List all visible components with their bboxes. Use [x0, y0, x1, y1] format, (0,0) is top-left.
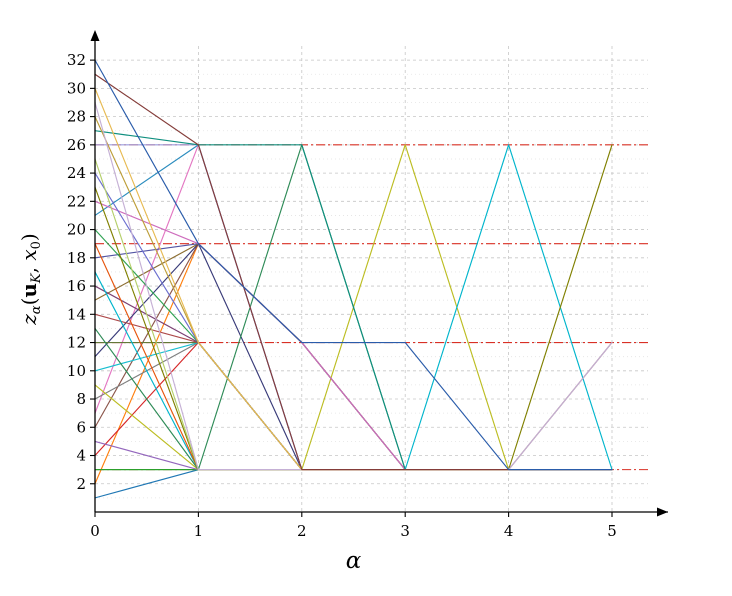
y-tick-label: 12 — [67, 334, 86, 352]
y-tick-label: 16 — [67, 277, 86, 295]
y-axis-label-part: u — [17, 283, 41, 298]
x-tick-label: 2 — [297, 522, 307, 540]
y-tick-label: 22 — [67, 192, 86, 210]
x-tick-label: 5 — [607, 522, 617, 540]
y-tick-label: 8 — [76, 390, 86, 408]
axis-labels: αzα(uK, x0) — [17, 233, 362, 574]
y-tick-label: 10 — [67, 362, 86, 380]
x-tick-label: 3 — [400, 522, 410, 540]
y-axis-arrow — [90, 30, 100, 41]
y-axis-label-part: K — [29, 272, 44, 284]
x-tick-label: 4 — [504, 522, 514, 540]
y-tick-label: 14 — [67, 305, 86, 323]
y-tick-label: 20 — [67, 221, 86, 239]
series-line — [94, 59, 613, 471]
y-axis-label: zα(uK, x0) — [17, 233, 44, 326]
x-tick-label: 0 — [90, 522, 100, 540]
x-axis-arrow — [657, 507, 668, 517]
x-axis-label: α — [346, 548, 362, 574]
y-tick-label: 24 — [67, 164, 86, 182]
y-axis-label-part: x — [17, 249, 41, 260]
y-tick-label: 30 — [67, 79, 86, 97]
y-tick-label: 2 — [76, 475, 86, 493]
y-tick-label: 28 — [67, 108, 86, 126]
y-tick-label: 32 — [67, 51, 86, 69]
y-tick-label: 26 — [67, 136, 86, 154]
y-axis-label-part: , — [17, 267, 41, 273]
series-group — [94, 59, 613, 499]
y-tick-label: 6 — [76, 418, 86, 436]
y-axis-label-part: z — [17, 314, 41, 326]
y-axis-label-part: α — [29, 305, 44, 314]
y-axis-label-part: ( — [17, 298, 41, 306]
y-tick-label: 4 — [76, 447, 86, 465]
x-tick-label: 1 — [194, 522, 204, 540]
y-axis-label-part: 0 — [29, 241, 44, 249]
y-tick-label: 18 — [67, 249, 86, 267]
y-axis-label-part: ) — [17, 233, 41, 241]
